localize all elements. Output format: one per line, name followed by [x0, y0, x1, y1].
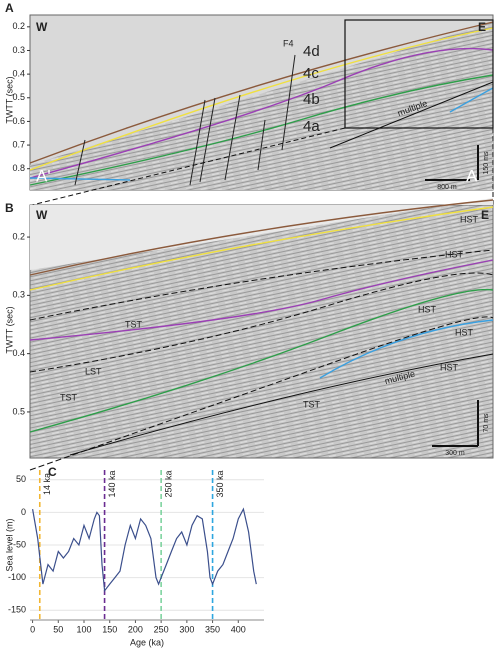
horizon	[319, 319, 494, 379]
scale-label: 800 m	[437, 184, 457, 191]
y-tick-label: 0.2	[12, 231, 25, 241]
panel-c: C Age (ka) Sea level (m)	[4, 465, 164, 647]
horizon	[29, 288, 494, 433]
annotation: 4b	[303, 91, 320, 108]
multiple-line	[69, 353, 494, 456]
annotation: 4c	[303, 65, 319, 82]
annotation: W	[36, 20, 48, 34]
scale-label: 150 ms	[483, 151, 490, 174]
fault	[74, 54, 296, 186]
x-axis-label: Age (ka)	[130, 637, 164, 647]
annotation: HST	[418, 304, 437, 314]
horizon	[29, 259, 494, 341]
annotation: F4	[283, 38, 294, 48]
annotation: A'	[36, 166, 51, 185]
y-tick-label: 0.8	[12, 163, 25, 173]
age-marker-label: 350 ka	[215, 470, 225, 497]
zoom-box	[344, 19, 494, 129]
x-tick-label: 100	[76, 624, 91, 634]
x-tick-label: 50	[53, 624, 63, 634]
y-axis-label: Sea level (m)	[4, 518, 14, 571]
y-tick-label: 0.7	[12, 139, 25, 149]
horizon	[29, 27, 494, 171]
panel-a: A TWTT (sec) W E F4 4d 4c 4b 4a multiple…	[4, 1, 494, 206]
y-tick-label: 0.4	[12, 68, 25, 78]
x-tick-label: 350	[205, 624, 220, 634]
x-tick-label: 200	[128, 624, 143, 634]
horizon	[29, 87, 494, 181]
y-axis-label: TWTT (sec)	[4, 76, 14, 123]
annotation: TST	[303, 399, 321, 409]
annotation: TST	[125, 319, 143, 329]
annotation: E	[481, 208, 489, 222]
y-tick-label: 0.3	[12, 290, 25, 300]
y-tick-label: 0.5	[12, 92, 25, 102]
x-tick-label: 0	[30, 624, 35, 634]
annotation: HST	[455, 327, 474, 337]
scale-label: 70 ms	[483, 413, 490, 433]
annotation: 4a	[303, 118, 320, 135]
y-tick-label: 0.5	[12, 406, 25, 416]
water-column	[30, 198, 493, 270]
seismic-fill	[30, 22, 493, 190]
y-tick-label: 0.2	[12, 21, 25, 31]
horizon	[29, 47, 494, 179]
y-tick-label: 50	[16, 474, 26, 484]
annotation: E	[478, 20, 486, 34]
sea-level-line	[32, 507, 257, 593]
annotation: LST	[85, 366, 102, 376]
horizon	[29, 74, 494, 186]
surface	[29, 249, 494, 471]
annotation: HST	[440, 362, 459, 372]
y-tick-label: 0.6	[12, 116, 25, 126]
panel-b: B TWTT (sec) W E HST HST HST HST HST TST…	[4, 198, 494, 471]
panel-label: A	[5, 1, 14, 15]
age-marker-label: 140 ka	[107, 470, 117, 497]
annotation: TST	[60, 392, 78, 402]
y-tick-label: -150	[8, 605, 26, 615]
y-tick-label: 0.4	[12, 348, 25, 358]
x-tick-label: 150	[102, 624, 117, 634]
multiple-line	[329, 81, 494, 149]
annotation: HST	[460, 214, 479, 224]
panel-label: C	[48, 465, 57, 479]
age-marker-label: 250 ka	[164, 470, 174, 497]
y-tick-label: 0	[21, 507, 26, 517]
horizon	[29, 199, 494, 276]
y-tick-label: 0.3	[12, 45, 25, 55]
x-tick-label: 400	[231, 624, 246, 634]
y-axis-label: TWTT (sec)	[4, 306, 14, 353]
x-tick-label: 250	[154, 624, 169, 634]
annotation: 4d	[303, 43, 320, 60]
annotation: W	[36, 208, 48, 222]
age-marker-label: 14 ka	[42, 473, 52, 495]
y-tick-label: -100	[8, 572, 26, 582]
horizon	[29, 206, 494, 291]
panel-label: B	[5, 201, 14, 215]
x-tick-label: 300	[179, 624, 194, 634]
horizon	[29, 21, 494, 164]
y-tick-label: -50	[13, 539, 26, 549]
annotation: A	[466, 166, 478, 185]
scale-label: 300 m	[445, 450, 465, 457]
zoom-guide	[31, 127, 494, 206]
annotation: HST	[445, 249, 464, 259]
